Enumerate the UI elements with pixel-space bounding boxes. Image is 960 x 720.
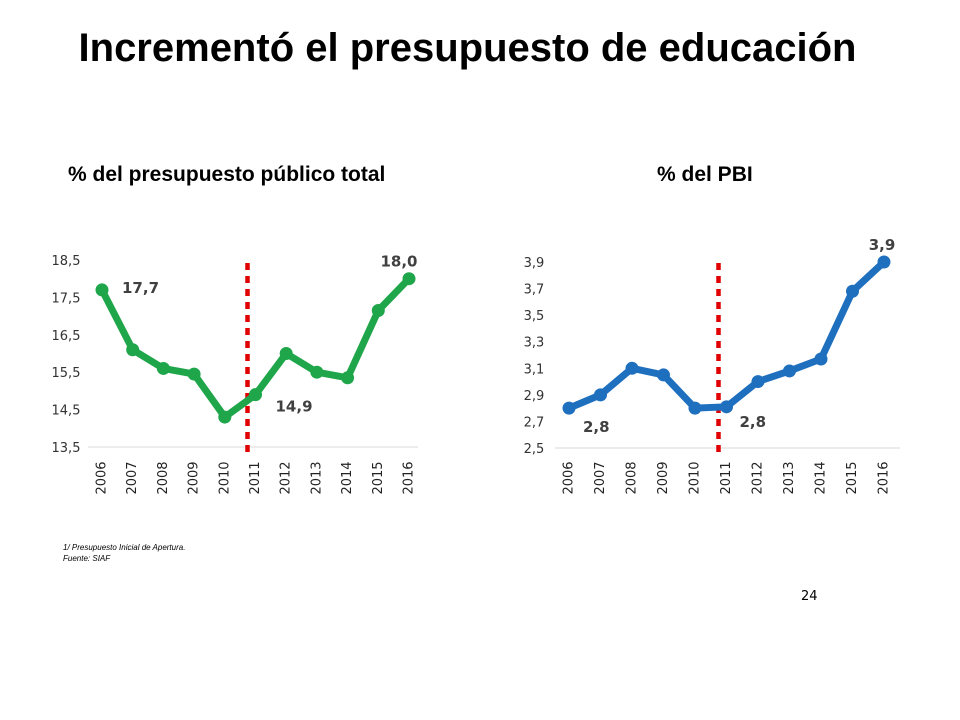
x-tick-label: 2010 bbox=[688, 461, 703, 494]
x-tick-label: 2016 bbox=[402, 461, 417, 494]
y-tick-label: 2,5 bbox=[524, 442, 545, 457]
footnote-source: Fuente: SIAF bbox=[63, 554, 111, 563]
data-point bbox=[877, 255, 891, 269]
y-tick-label: 2,9 bbox=[524, 389, 545, 404]
data-label: 17,7 bbox=[122, 279, 159, 297]
data-label: 3,9 bbox=[869, 236, 896, 254]
data-point bbox=[562, 401, 576, 415]
x-tick-label: 2012 bbox=[751, 461, 766, 494]
y-tick-label: 3,7 bbox=[524, 283, 545, 298]
slide-title: Incrementó el presupuesto de educación bbox=[78, 26, 857, 70]
data-label: 2,8 bbox=[740, 413, 767, 431]
data-point bbox=[783, 364, 796, 378]
x-tick-label: 2014 bbox=[814, 461, 829, 494]
page-number: 24 bbox=[801, 589, 818, 604]
data-point bbox=[688, 401, 702, 415]
x-tick-label: 2011 bbox=[248, 461, 263, 494]
data-point bbox=[657, 368, 670, 382]
x-tick-label: 2008 bbox=[156, 461, 171, 494]
x-tick-label: 2006 bbox=[562, 461, 577, 494]
data-point bbox=[341, 371, 355, 385]
x-tick-label: 2012 bbox=[279, 461, 294, 494]
x-tick-label: 2014 bbox=[340, 461, 355, 494]
data-point bbox=[156, 361, 170, 375]
data-point bbox=[218, 410, 232, 424]
x-tick-label: 2011 bbox=[719, 461, 734, 494]
x-tick-label: 2007 bbox=[593, 461, 608, 494]
y-tick-label: 18,5 bbox=[52, 254, 81, 269]
x-tick-label: 2008 bbox=[625, 461, 640, 494]
data-point bbox=[279, 347, 293, 360]
series-line bbox=[565, 258, 888, 412]
data-label: 2,8 bbox=[583, 418, 610, 436]
y-tick-label: 17,5 bbox=[52, 291, 81, 306]
x-tick-label: 2015 bbox=[845, 461, 860, 494]
y-tick-label: 3,1 bbox=[524, 362, 545, 377]
data-point bbox=[751, 375, 765, 389]
data-point bbox=[126, 343, 140, 357]
chart-gdp: 2,5 2,7 2,9 3,1 3,3 3,5 3,7 3,9 2006 2007 2008 2009… bbox=[524, 236, 900, 495]
data-point bbox=[249, 388, 262, 402]
x-tick-label: 2016 bbox=[877, 461, 892, 494]
x-tick-label: 2013 bbox=[309, 461, 324, 494]
data-point bbox=[846, 284, 859, 298]
chart-title-budget: % del presupuesto público total bbox=[68, 163, 386, 186]
data-point bbox=[310, 365, 324, 379]
y-tick-label: 3,9 bbox=[524, 256, 545, 271]
x-tick-label: 2009 bbox=[656, 461, 671, 494]
x-tick-label: 2009 bbox=[187, 461, 202, 494]
data-point bbox=[625, 361, 639, 375]
data-point bbox=[95, 283, 109, 297]
y-tick-label: 3,5 bbox=[524, 309, 545, 324]
y-tick-label: 3,3 bbox=[524, 336, 545, 351]
x-tick-label: 2010 bbox=[217, 461, 232, 494]
x-tick-label: 2013 bbox=[782, 461, 797, 494]
data-point bbox=[814, 352, 828, 366]
x-tick-label: 2015 bbox=[371, 461, 386, 494]
y-tick-label: 14,5 bbox=[52, 404, 81, 419]
chart-title-gdp: % del PBI bbox=[657, 163, 753, 186]
y-tick-label: 2,7 bbox=[524, 415, 545, 430]
data-point bbox=[720, 400, 733, 414]
data-point bbox=[594, 388, 607, 402]
y-tick-label: 15,5 bbox=[52, 366, 81, 381]
data-label: 18,0 bbox=[380, 253, 417, 271]
data-point bbox=[371, 303, 385, 317]
y-tick-label: 13,5 bbox=[52, 441, 81, 456]
footnote-note: 1/ Presupuesto Inicial de Apertura. bbox=[63, 543, 186, 552]
data-label: 14,9 bbox=[276, 398, 313, 416]
x-tick-label: 2007 bbox=[125, 461, 140, 494]
chart-budget: 13,5 14,5 15,5 16,5 17,5 18,5 2006 2007 2008 2009… bbox=[52, 253, 418, 495]
y-tick-label: 16,5 bbox=[52, 329, 81, 344]
x-tick-label: 2006 bbox=[95, 461, 110, 494]
data-point bbox=[187, 367, 201, 381]
data-point bbox=[402, 272, 416, 286]
